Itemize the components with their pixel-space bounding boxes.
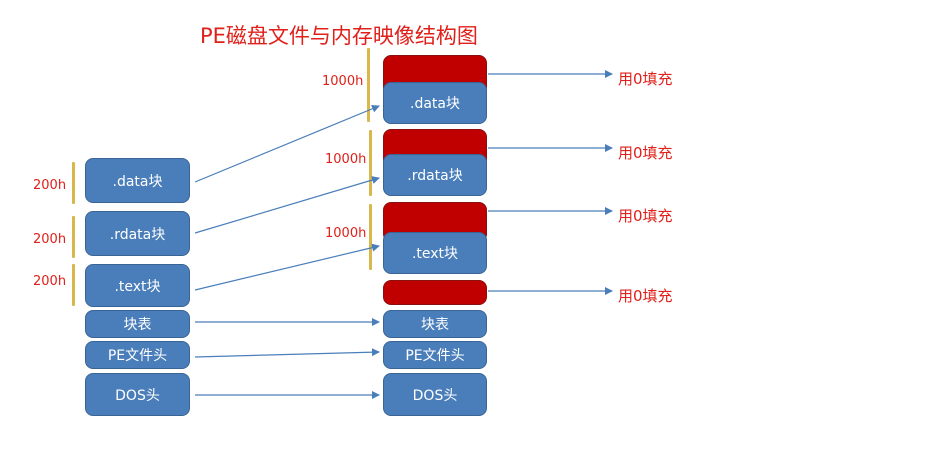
- arrow-data-mapping: [194, 104, 380, 183]
- disk-data-brace: [72, 162, 75, 204]
- memory-rdata-brace: [369, 130, 372, 196]
- disk-dos-header: DOS头: [85, 373, 190, 416]
- fill-label-data: 用0填充: [618, 70, 673, 88]
- disk-rdata-size: 200h: [33, 232, 67, 247]
- disk-section-table: 块表: [85, 310, 190, 338]
- disk-pe-header: PE文件头: [85, 341, 190, 369]
- disk-text-size: 200h: [33, 274, 67, 289]
- memory-text-size: 1000h: [325, 226, 367, 241]
- arrow-text-mapping: [194, 243, 380, 291]
- memory-rdata-block: .rdata块: [383, 154, 487, 196]
- disk-rdata-block: .rdata块: [85, 211, 190, 256]
- disk-rdata-brace: [72, 216, 75, 258]
- memory-data-size: 1000h: [322, 74, 364, 89]
- disk-data-block: .data块: [85, 158, 190, 203]
- disk-text-block: .text块: [85, 264, 190, 307]
- memory-pe-header: PE文件头: [383, 341, 487, 369]
- disk-text-brace: [72, 264, 75, 306]
- diagram-title: PE磁盘文件与内存映像结构图: [200, 24, 478, 48]
- arrow-pe-header-mapping: [194, 348, 380, 358]
- memory-header-padding: [383, 280, 487, 305]
- fill-label-header: 用0填充: [618, 287, 673, 305]
- memory-text-block: .text块: [383, 232, 487, 274]
- memory-rdata-size: 1000h: [325, 152, 367, 167]
- disk-data-size: 200h: [33, 178, 67, 193]
- arrow-rdata-mapping: [194, 176, 380, 234]
- fill-label-text: 用0填充: [618, 207, 673, 225]
- memory-section-table: 块表: [383, 310, 487, 338]
- memory-text-brace: [369, 204, 372, 270]
- fill-label-rdata: 用0填充: [618, 144, 673, 162]
- memory-dos-header: DOS头: [383, 373, 487, 416]
- memory-data-brace: [367, 48, 370, 122]
- memory-data-block: .data块: [383, 82, 487, 124]
